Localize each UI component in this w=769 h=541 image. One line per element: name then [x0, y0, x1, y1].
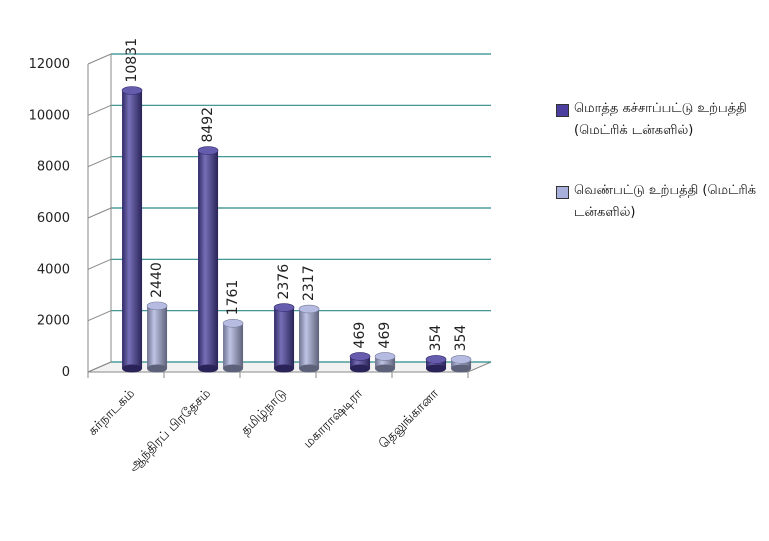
y-tick-label: 8000: [37, 160, 70, 175]
bar-series-2-4: [374, 352, 396, 373]
bar-series-1-3: [273, 303, 295, 373]
legend-item-series-1: மொத்த கச்சாப்பட்டு உற்பத்தி (மெட்ரிக் டன…: [556, 98, 766, 142]
y-tick-label: 2000: [37, 314, 70, 329]
data-label: 354: [428, 325, 444, 352]
data-label: 2376: [276, 264, 292, 300]
gridline-depth: [87, 104, 112, 116]
legend-swatch-series-1: [556, 104, 569, 117]
x-tick-label: தமிழ்நாடு: [238, 386, 290, 438]
bar-series-2-2: [222, 319, 244, 373]
bar-series-1-4: [349, 352, 371, 373]
bar-series-2-1: [146, 301, 168, 373]
data-label: 469: [377, 322, 393, 349]
y-tick-label: 12000: [29, 57, 70, 72]
data-label: 354: [453, 325, 469, 352]
bar-series-1-1: [121, 86, 143, 373]
x-tick-label: மகாராஷ்டிரா: [301, 386, 367, 452]
gridline-depth: [87, 207, 112, 219]
x-tick-label: ஆந்திரப் பிரதேசம்: [126, 386, 214, 474]
data-label: 469: [352, 322, 368, 349]
y-tick-label: 4000: [37, 262, 70, 277]
data-label: 8492: [200, 107, 216, 143]
legend-item-series-2: வெண்பட்டு உற்பத்தி (மெட்ரிக் டன்களில்): [556, 180, 766, 224]
gridline-depth: [87, 361, 112, 373]
bar-series-1-2: [197, 146, 219, 373]
data-label: 1761: [225, 280, 241, 316]
legend-swatch-series-2: [556, 186, 569, 199]
x-tick-label: தெலுங்கானா: [376, 386, 442, 452]
legend-label-series-1: மொத்த கச்சாப்பட்டு உற்பத்தி (மெட்ரிக் டன…: [574, 101, 747, 138]
bar-series-2-5: [450, 355, 472, 373]
legend: மொத்த கச்சாப்பட்டு உற்பத்தி (மெட்ரிக் டன…: [556, 98, 766, 262]
bar-series-1-5: [425, 355, 447, 373]
legend-label-series-2: வெண்பட்டு உற்பத்தி (மெட்ரிக் டன்களில்): [574, 183, 757, 220]
y-tick-label: 10000: [29, 108, 70, 123]
y-tick-label: 6000: [37, 211, 70, 226]
bar-series-2-3: [298, 304, 320, 373]
gridline-depth: [87, 258, 112, 270]
gridline-depth: [87, 53, 112, 65]
gridline-depth: [87, 156, 112, 168]
x-tick-label: கர்நாடகம்: [85, 386, 138, 439]
gridline-depth: [87, 310, 112, 322]
y-tick-label: 0: [62, 365, 70, 380]
data-label: 2317: [301, 265, 317, 301]
data-label: 2440: [149, 262, 165, 298]
data-label: 10831: [124, 38, 140, 83]
